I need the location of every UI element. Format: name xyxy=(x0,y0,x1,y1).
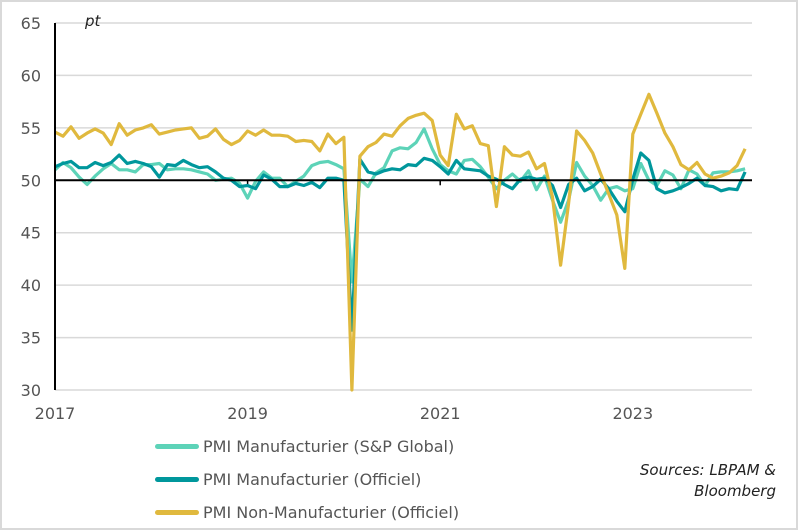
y-tick-label: 30 xyxy=(21,381,41,400)
legend: PMI Manufacturier (S&P Global) PMI Manuf… xyxy=(155,430,459,529)
source-line: Sources: LBPAM & xyxy=(639,461,776,479)
y-tick-label: 50 xyxy=(21,171,41,190)
y-tick-label: 60 xyxy=(21,66,41,85)
legend-label: PMI Non-Manufacturier (Officiel) xyxy=(203,503,460,522)
legend-item: PMI Manufacturier (Officiel) xyxy=(155,463,459,496)
unit-label: pt xyxy=(84,12,102,30)
y-axis-ticks: 30 35 40 45 50 55 60 65 xyxy=(21,14,41,400)
legend-label: PMI Manufacturier (Officiel) xyxy=(203,470,422,489)
gridlines xyxy=(55,22,752,391)
series-lines xyxy=(53,92,752,392)
legend-item: PMI Manufacturier (S&P Global) xyxy=(155,430,459,463)
legend-item: PMI Non-Manufacturier (Officiel) xyxy=(155,496,459,529)
y-tick-label: 65 xyxy=(21,14,41,33)
legend-swatch xyxy=(155,477,199,482)
legend-swatch xyxy=(155,444,199,449)
legend-label: PMI Manufacturier (S&P Global) xyxy=(203,437,455,456)
x-tick-label: 2017 xyxy=(35,404,76,423)
source-line: Bloomberg xyxy=(694,482,776,500)
x-tick-label: 2021 xyxy=(420,404,461,423)
x-tick-label: 2019 xyxy=(227,404,268,423)
y-tick-label: 40 xyxy=(21,276,41,295)
y-tick-label: 45 xyxy=(21,224,41,243)
legend-swatch xyxy=(155,510,199,515)
y-tick-label: 35 xyxy=(21,329,41,348)
x-tick-label: 2023 xyxy=(612,404,653,423)
x-axis-ticks: 2017 2019 2021 2023 xyxy=(35,180,653,423)
source-note: Sources: LBPAM & Bloomberg xyxy=(576,460,776,502)
series-line-2 xyxy=(54,92,747,392)
y-tick-label: 55 xyxy=(21,119,41,138)
